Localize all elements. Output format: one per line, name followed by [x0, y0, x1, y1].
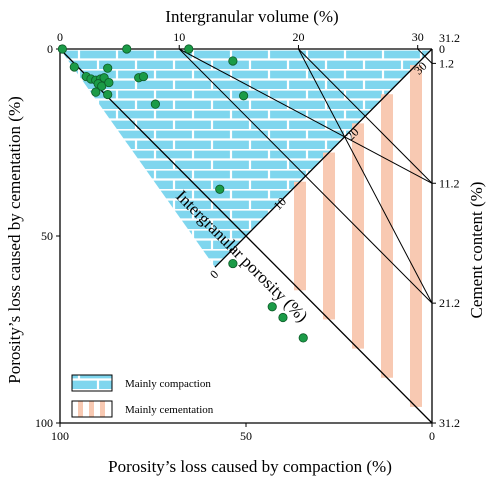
- guide-lines: [178, 48, 433, 304]
- data-point: [91, 87, 101, 97]
- data-point: [104, 77, 114, 88]
- iv-guide-line: [178, 48, 433, 304]
- data-point: [267, 302, 277, 312]
- data-point: [97, 81, 107, 91]
- data-point: [150, 99, 160, 109]
- compaction-region: [60, 49, 432, 268]
- data-point: [122, 44, 132, 54]
- right-tick-label: 21.2: [439, 296, 460, 310]
- bottom-tick-label: 0: [429, 429, 435, 443]
- iv-guide-line: [298, 48, 433, 184]
- left-tick-label: 100: [35, 416, 53, 430]
- data-point: [69, 62, 79, 72]
- cementation-stripe: [410, 65, 422, 407]
- data-points: [57, 44, 308, 343]
- top-tick-label: 10: [173, 30, 185, 44]
- data-point: [278, 312, 288, 323]
- left-tick-label: 0: [47, 42, 53, 56]
- bottom-tick-label: 50: [240, 429, 252, 443]
- right-tick-label: 31.2: [439, 416, 460, 430]
- diagonal-tick-label: 0: [207, 267, 221, 281]
- legend-cementation-label: Mainly cementation: [125, 404, 214, 416]
- top-tick-label: 20: [292, 30, 304, 44]
- iv-guide-line: [298, 48, 433, 304]
- right-tick-label: 11.2: [439, 176, 460, 190]
- cementation-stripe: [294, 181, 306, 291]
- iv-guide-line: [417, 48, 433, 64]
- top-axis-ticks: 0 10 20 30: [57, 30, 424, 49]
- legend-cementation-swatch-border: [71, 400, 113, 418]
- right-axis-ticks: 031.21.211.221.231.2: [432, 31, 460, 430]
- iv-guide-line: [178, 48, 433, 184]
- data-point: [184, 44, 194, 54]
- data-point: [298, 333, 308, 343]
- right-tick-label: 31.2: [439, 31, 460, 45]
- cementation-stripe: [352, 123, 364, 349]
- legend-compaction-swatch: [71, 374, 113, 392]
- legend-stripe: [100, 401, 105, 417]
- cementation-stripe: [323, 152, 335, 320]
- legend-stripe: [89, 401, 94, 417]
- cementation-stripe: [381, 94, 393, 378]
- data-point: [239, 91, 249, 101]
- left-axis-title: Porosity’s loss caused by cementation (%…: [5, 96, 24, 384]
- data-point: [228, 258, 238, 269]
- zero-porosity-line: [214, 48, 433, 268]
- data-point: [57, 44, 67, 54]
- right-tick-corner-label: 0: [439, 42, 445, 56]
- left-tick-label: 50: [41, 229, 53, 243]
- data-point: [215, 184, 225, 194]
- data-point: [138, 71, 149, 82]
- bottom-axis-ticks: 100 50 0: [51, 423, 435, 443]
- data-point: [103, 89, 113, 100]
- top-tick-label: 30: [412, 30, 424, 44]
- legend: Mainly compaction Mainly cementation: [71, 374, 214, 418]
- top-axis-title: Intergranular volume (%): [165, 7, 338, 26]
- right-tick-label: 1.2: [439, 56, 454, 70]
- data-point: [228, 56, 238, 66]
- bottom-axis-title: Porosity’s loss caused by compaction (%): [108, 457, 392, 476]
- legend-stripe: [78, 401, 83, 417]
- data-point: [103, 63, 113, 73]
- cementation-region: [294, 65, 422, 407]
- bottom-tick-label: 100: [51, 429, 69, 443]
- legend-cementation-swatch: [78, 401, 105, 417]
- top-tick-label: 0: [57, 30, 63, 44]
- legend-compaction-label: Mainly compaction: [125, 378, 211, 390]
- right-axis-title: Cement content (%): [467, 182, 486, 319]
- left-axis-ticks: 0 50 100: [35, 42, 60, 430]
